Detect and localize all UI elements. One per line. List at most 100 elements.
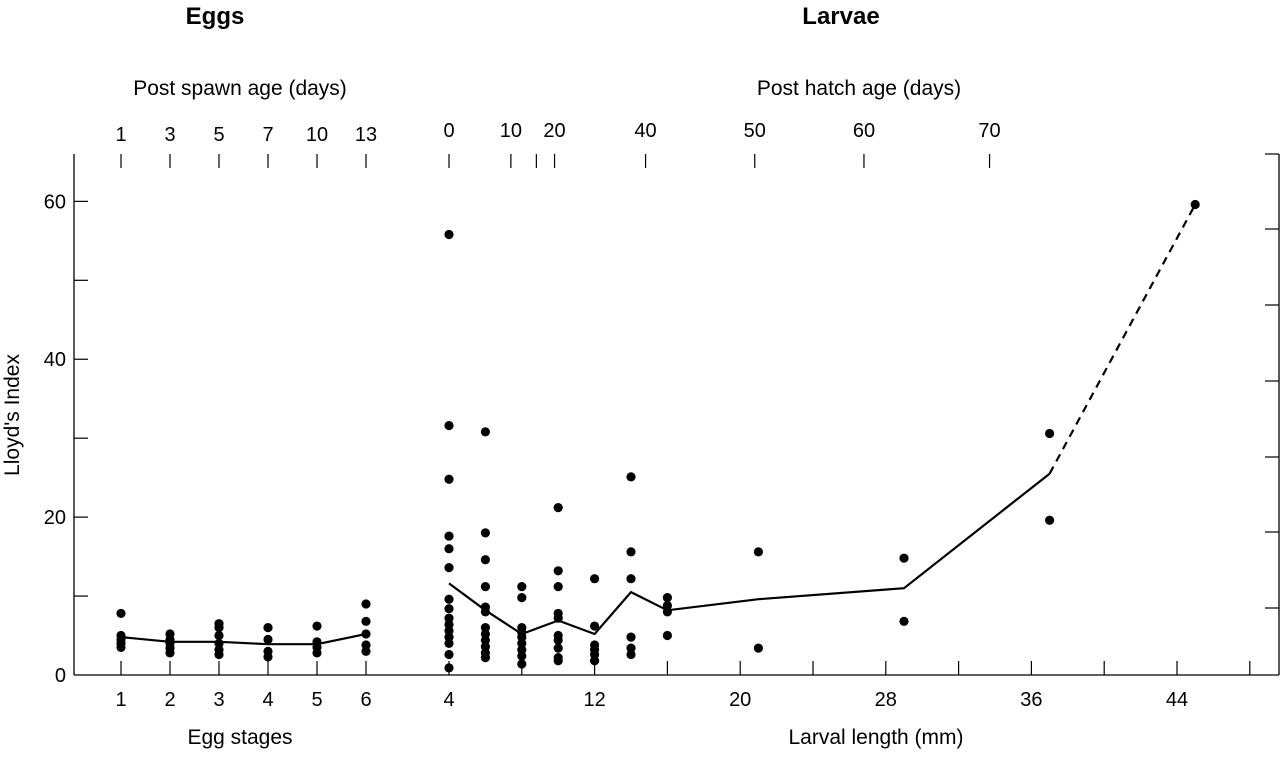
larva-data-point	[1045, 515, 1055, 525]
larva-data-point	[626, 649, 636, 660]
post-spawn-tick-label: 7	[262, 124, 273, 146]
larvae-top-axis-title: Post hatch age (days)	[757, 77, 961, 100]
y-tick-label: 60	[44, 191, 66, 213]
larva-data-point	[444, 663, 454, 673]
larva-data-point	[444, 420, 454, 431]
larva-data-point	[553, 503, 563, 513]
egg-stage-tick-label: 1	[115, 689, 126, 711]
egg-data-point	[361, 646, 371, 656]
larva-data-point	[517, 632, 527, 642]
larvae-panel-title: Larvae	[802, 3, 879, 30]
larva-data-point	[553, 656, 563, 666]
larva-data-point	[662, 600, 673, 611]
post-spawn-tick-label: 5	[213, 124, 224, 146]
larva-data-point	[1190, 199, 1200, 210]
larva-data-point	[626, 643, 636, 653]
larva-data-point	[444, 613, 454, 623]
larva-data-point	[626, 632, 636, 642]
eggs-x-axis-title: Egg stages	[187, 726, 292, 749]
larva-data-point	[444, 594, 454, 604]
egg-data-point	[214, 649, 224, 660]
larva-data-point	[590, 656, 600, 666]
larva-data-point	[480, 607, 490, 617]
egg-stage-tick-label: 4	[262, 689, 273, 711]
y-axis-title: Lloyd's Index	[1, 354, 24, 476]
larva-data-point	[662, 607, 673, 617]
larva-data-point	[444, 638, 454, 649]
egg-data-point	[361, 629, 371, 639]
larval-length-tick-label: 20	[729, 689, 751, 711]
egg-data-point	[361, 599, 371, 609]
larva-data-point	[480, 641, 490, 652]
larva-data-point	[444, 604, 454, 614]
post-hatch-tick-label: 50	[744, 120, 766, 142]
larva-data-point	[662, 630, 673, 641]
egg-data-point	[214, 623, 224, 633]
larva-data-point	[626, 574, 636, 584]
larval-length-tick-label: 28	[875, 689, 897, 711]
egg-data-point	[312, 621, 322, 631]
larva-data-point	[444, 626, 454, 636]
larva-data-point	[899, 616, 909, 626]
larva-data-point	[590, 574, 600, 584]
larva-data-point	[517, 645, 527, 655]
post-hatch-tick-label: 40	[634, 120, 656, 142]
larva-data-point	[662, 593, 673, 603]
egg-stage-tick-label: 2	[164, 689, 175, 711]
larva-data-point	[480, 581, 490, 592]
larva-data-point	[517, 651, 527, 661]
larva-data-point	[444, 619, 454, 630]
post-hatch-tick-label: 0	[443, 120, 454, 142]
larval-length-tick-label: 12	[583, 689, 605, 711]
egg-data-point	[263, 623, 273, 633]
larva-data-point	[517, 581, 527, 592]
eggs-panel-title: Eggs	[186, 3, 245, 30]
larva-data-point	[444, 474, 454, 484]
egg-data-point	[263, 634, 273, 645]
larva-data-point	[444, 531, 454, 541]
larva-data-point	[444, 563, 454, 573]
larvae-extrapolated-dashed-line	[1048, 203, 1197, 475]
larva-data-point	[444, 544, 454, 554]
larva-data-point	[553, 643, 563, 653]
larva-data-point	[553, 613, 563, 623]
egg-data-point	[116, 642, 126, 652]
larval-length-tick-label: 36	[1020, 689, 1042, 711]
larva-data-point	[480, 653, 490, 663]
egg-data-point	[361, 616, 371, 626]
eggs-mean-line	[120, 632, 367, 646]
larva-data-point	[480, 427, 490, 437]
larva-data-point	[553, 635, 563, 645]
larva-data-point	[553, 581, 563, 592]
larva-data-point	[480, 555, 490, 565]
larva-data-point	[590, 621, 600, 631]
egg-data-point	[312, 648, 322, 658]
post-hatch-tick-label: 60	[853, 120, 875, 142]
egg-data-point	[263, 652, 273, 662]
eggs-top-axis-title: Post spawn age (days)	[133, 77, 347, 100]
larva-data-point	[480, 528, 490, 538]
larval-length-tick-label: 4	[443, 689, 454, 711]
larva-data-point	[1045, 428, 1055, 439]
mean-lines-layer	[120, 203, 1197, 646]
egg-stage-tick-label: 6	[360, 689, 371, 711]
egg-data-point	[116, 608, 126, 619]
egg-stage-tick-label: 5	[311, 689, 322, 711]
larva-data-point	[480, 623, 490, 633]
larvae-x-axis-title: Larval length (mm)	[788, 726, 963, 749]
post-spawn-tick-label: 3	[164, 124, 175, 146]
egg-data-point	[361, 640, 371, 650]
egg-data-point	[165, 648, 175, 658]
larva-data-point	[444, 632, 454, 642]
larva-data-point	[590, 649, 600, 660]
larval-length-tick-label: 44	[1166, 689, 1188, 711]
data-points-layer	[116, 199, 1200, 673]
larva-data-point	[480, 635, 490, 645]
larvae-mean-line	[448, 472, 1051, 636]
larva-data-point	[753, 643, 764, 653]
larva-data-point	[444, 229, 454, 240]
egg-data-point	[214, 638, 224, 649]
